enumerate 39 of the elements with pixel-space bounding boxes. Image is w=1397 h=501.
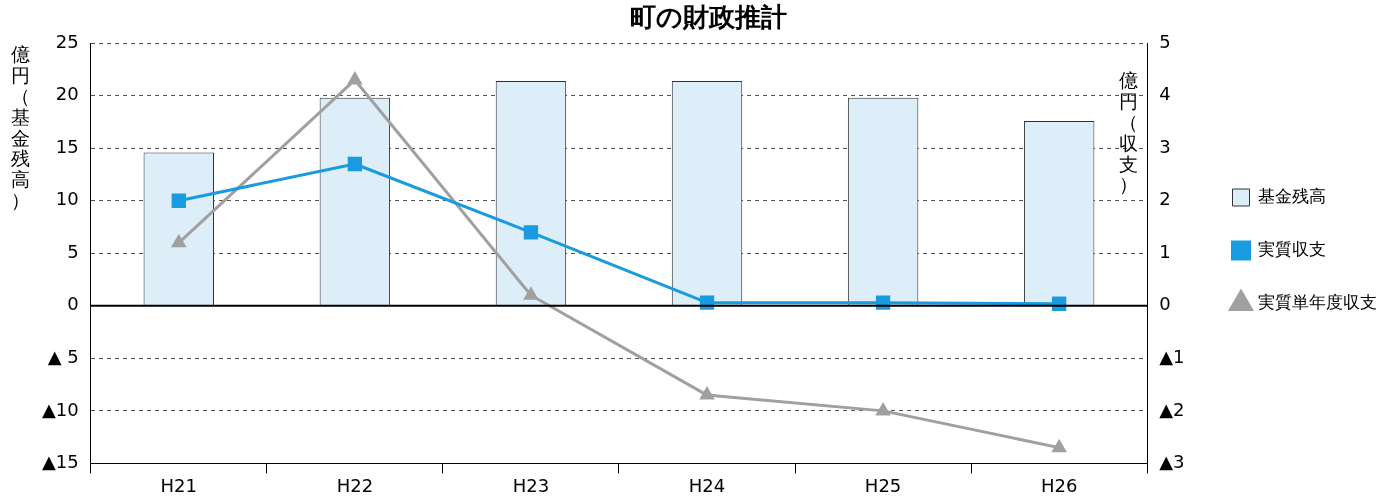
legend-label: 実質収支: [1258, 238, 1326, 259]
point: [347, 156, 363, 172]
y2-tick-label: 0: [1159, 293, 1171, 315]
y-tick-label: 25: [55, 30, 79, 52]
point: [524, 287, 538, 300]
y-tick-label: ▲15: [42, 451, 79, 473]
x-tick-label: H23: [512, 474, 550, 496]
y-tick-label: 10: [55, 188, 79, 210]
y-tick-label: 5: [67, 240, 79, 262]
x-tick-label: H21: [160, 474, 198, 496]
x-tick-label: H24: [688, 474, 726, 496]
y-tick-label: ▲ 5: [47, 346, 79, 368]
point: [172, 235, 186, 248]
legend-label: 基金残高: [1258, 185, 1326, 206]
y2-axis-title: 億円（収支）: [1117, 69, 1139, 196]
point: [1052, 440, 1066, 453]
y-tick-label: 15: [55, 135, 79, 157]
y2-tick-label: ▲3: [1159, 451, 1185, 473]
x-tick-label: H26: [1040, 474, 1078, 496]
point: [876, 403, 890, 416]
point: [523, 225, 539, 240]
legend-label: 実質単年度収支: [1258, 291, 1377, 312]
y2-tick-label: 2: [1159, 188, 1171, 210]
y-tick-label: 20: [55, 83, 79, 105]
y2-tick-label: ▲2: [1159, 398, 1185, 420]
y2-tick-label: 5: [1159, 30, 1171, 52]
y-axis-title: 億円（基金残高）: [9, 43, 31, 212]
y2-tick-label: 3: [1159, 135, 1171, 157]
point: [348, 72, 362, 85]
point: [700, 387, 714, 400]
y2-tick-label: ▲1: [1159, 346, 1185, 368]
chart-title: 町の財政推計: [630, 2, 787, 33]
x-tick-label: H22: [336, 474, 374, 496]
y-tick-label: ▲10: [42, 398, 79, 420]
y2-tick-label: 1: [1159, 240, 1171, 262]
y-tick-label: 0: [67, 293, 79, 315]
y2-tick-label: 4: [1159, 83, 1171, 105]
point: [171, 193, 186, 208]
x-tick-label: H25: [864, 474, 902, 496]
